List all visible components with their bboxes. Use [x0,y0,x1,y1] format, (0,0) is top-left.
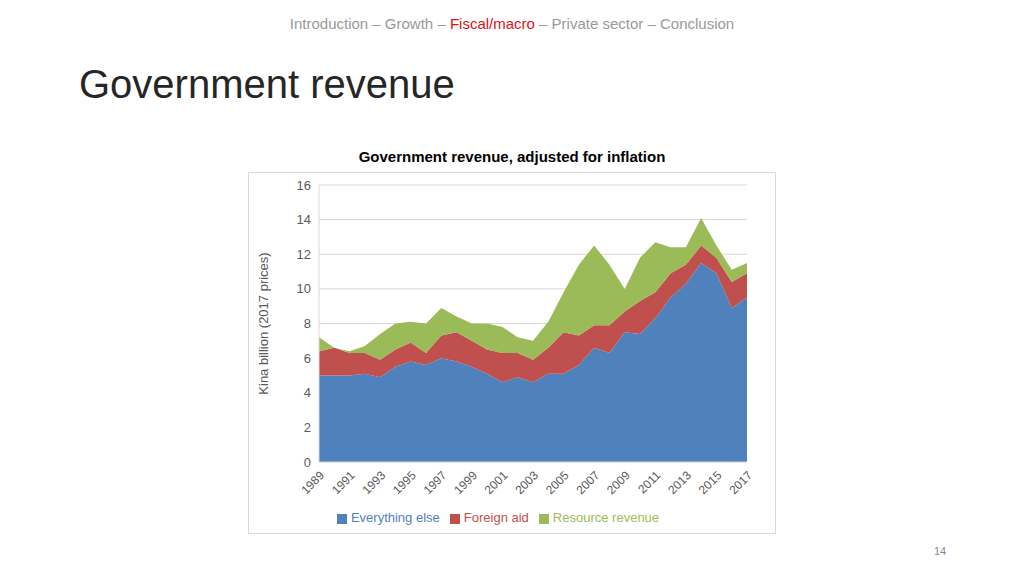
html-text:Foreign aid: Foreign aid [463,510,529,525]
svg-text:1993: 1993 [360,468,389,497]
svg-text:2001: 2001 [482,468,511,497]
svg-text:1989: 1989 [298,468,327,497]
svg-text:1999: 1999 [451,468,480,497]
svg-text:2005: 2005 [543,468,572,497]
html-text:Everything else: Everything else [350,510,440,525]
svg-text:2015: 2015 [696,468,725,497]
svg-text:2009: 2009 [604,468,633,497]
svg-text:2013: 2013 [665,468,694,497]
svg-text:1997: 1997 [421,468,450,497]
svg-text:2011: 2011 [635,468,663,496]
html-text:Introduction – Growth – Fiscal: Introduction – Growth – Fiscal/macro – P… [289,15,735,32]
svg-text:2007: 2007 [574,468,603,497]
svg-text:0: 0 [304,455,311,470]
html-text:Resource revenue: Resource revenue [552,510,660,525]
svg-text:10: 10 [297,281,311,296]
svg-text:Kina billion (2017 prices): Kina billion (2017 prices) [256,252,271,394]
svg-text:8: 8 [304,316,311,331]
svg-text:1995: 1995 [390,468,419,497]
svg-text:1991: 1991 [329,468,358,497]
svg-text:6: 6 [304,351,311,366]
html-text:Government revenue: Government revenue [79,62,455,106]
svg-text:16: 16 [297,178,311,193]
svg-text:2003: 2003 [512,468,541,497]
svg-text:12: 12 [297,247,311,262]
svg-text:4: 4 [304,385,311,400]
svg-text:2: 2 [304,420,311,435]
html-text:Government revenue, adjusted f: Government revenue, adjusted for inflati… [358,148,666,165]
svg-text:14: 14 [297,212,311,227]
svg-text:2017: 2017 [726,468,755,497]
html-text:14: 14 [933,545,947,557]
